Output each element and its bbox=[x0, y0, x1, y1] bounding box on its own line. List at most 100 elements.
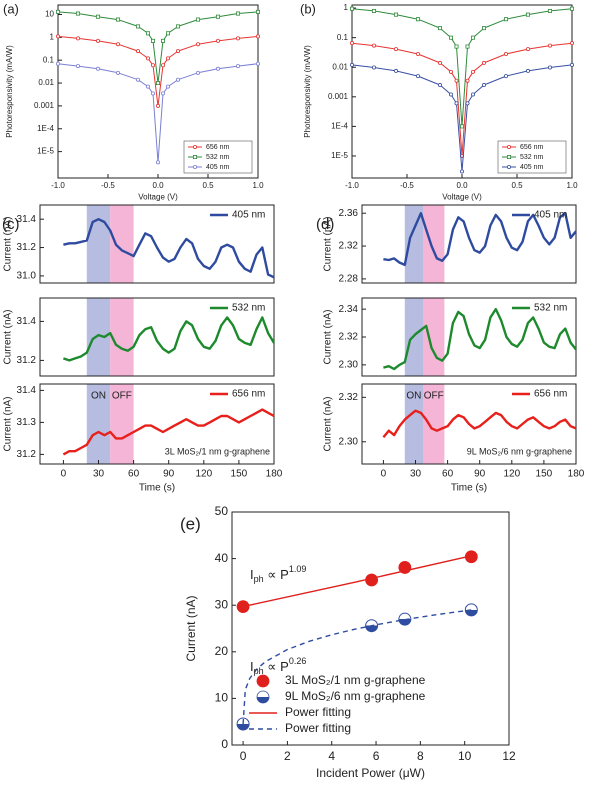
marker bbox=[548, 8, 553, 13]
marker bbox=[235, 11, 240, 16]
annotation: 3L MoS₂/1 nm g-graphene bbox=[165, 446, 270, 456]
series-line bbox=[242, 555, 472, 608]
x-axis-label: Time (s) bbox=[451, 483, 487, 494]
annotation-sub: ph bbox=[254, 666, 264, 676]
marker bbox=[437, 26, 442, 31]
marker bbox=[470, 92, 475, 97]
y-tick-label: 2.30 bbox=[339, 359, 359, 370]
y-axis-label: Current (nA) bbox=[323, 309, 334, 364]
marker bbox=[116, 17, 121, 22]
marker bbox=[526, 12, 531, 17]
legend-marker bbox=[506, 144, 511, 149]
marker bbox=[145, 31, 150, 36]
x-tick-label: 0 bbox=[61, 469, 67, 480]
marker bbox=[56, 9, 61, 14]
marker bbox=[503, 74, 508, 79]
marker bbox=[371, 43, 376, 48]
marker bbox=[448, 35, 453, 40]
panel-label: (a) bbox=[3, 1, 19, 16]
region-label: ON bbox=[406, 391, 421, 402]
legend-label: 656 nm bbox=[206, 144, 230, 151]
plot-frame bbox=[361, 204, 577, 284]
marker bbox=[215, 38, 220, 43]
annotation-sup: 0.26 bbox=[289, 656, 307, 666]
x-tick-label: 6 bbox=[373, 749, 380, 763]
marker bbox=[448, 69, 453, 74]
legend-label: Power fitting bbox=[285, 721, 351, 735]
marker bbox=[145, 84, 150, 89]
x-tick-label: 0 bbox=[381, 469, 387, 480]
marker bbox=[454, 101, 459, 106]
marker bbox=[465, 78, 470, 83]
marker bbox=[56, 34, 61, 39]
marker bbox=[165, 31, 170, 36]
shaded-region bbox=[86, 384, 111, 464]
marker bbox=[255, 9, 260, 14]
series-line bbox=[57, 35, 259, 107]
marker bbox=[548, 43, 553, 48]
x-tick-label: 180 bbox=[266, 469, 283, 480]
y-tick-label: 2.28 bbox=[339, 274, 359, 285]
y-tick-label: 1E-5 bbox=[331, 151, 348, 160]
marker bbox=[481, 60, 486, 65]
x-tick-label: 60 bbox=[128, 469, 140, 480]
marker bbox=[503, 52, 508, 57]
marker bbox=[255, 61, 260, 66]
marker bbox=[464, 603, 478, 617]
marker bbox=[448, 92, 453, 97]
y-axis-label: Photoresponsivity (mA/W) bbox=[303, 45, 312, 138]
annotation-sup: 1.09 bbox=[289, 564, 307, 574]
x-axis-label: Incident Power (μW) bbox=[316, 766, 425, 780]
x-tick-label: 4 bbox=[328, 749, 335, 763]
plot-frame bbox=[231, 511, 510, 746]
marker bbox=[150, 91, 155, 96]
x-tick-label: 1.0 bbox=[566, 181, 578, 190]
marker bbox=[155, 160, 160, 165]
x-tick-label: 0.0 bbox=[152, 181, 164, 190]
marker bbox=[116, 70, 121, 75]
x-tick-label: -1.0 bbox=[51, 181, 65, 190]
x-tick-label: 30 bbox=[93, 469, 105, 480]
annotation-part: I bbox=[250, 659, 254, 674]
annotation-part: I bbox=[250, 567, 254, 582]
y-tick-label: 1 bbox=[344, 3, 349, 12]
y-tick-label: 1E-4 bbox=[37, 124, 54, 133]
marker bbox=[235, 36, 240, 41]
legend-marker bbox=[256, 690, 270, 704]
y-tick-label: 10 bbox=[45, 10, 54, 19]
y-tick-label: 1 bbox=[50, 32, 55, 41]
marker bbox=[526, 47, 531, 52]
annotation: Iph ∝ P0.26 bbox=[250, 656, 306, 676]
legend-marker bbox=[506, 164, 511, 169]
x-tick-label: 0.5 bbox=[202, 181, 214, 190]
y-axis-label: Current (nA) bbox=[323, 396, 334, 451]
y-tick-label: 2.30 bbox=[339, 436, 359, 447]
marker bbox=[96, 38, 101, 43]
marker bbox=[415, 74, 420, 79]
marker bbox=[548, 65, 553, 70]
series-line bbox=[63, 218, 275, 279]
marker bbox=[349, 62, 354, 67]
marker bbox=[255, 34, 260, 39]
marker bbox=[145, 56, 150, 61]
x-tick-label: 120 bbox=[195, 469, 212, 480]
shaded-region bbox=[422, 205, 445, 283]
y-tick-label: 2.32 bbox=[339, 241, 359, 252]
shaded-region bbox=[422, 298, 445, 376]
series-line bbox=[351, 42, 573, 157]
annotation: 9L MoS₂/6 nm g-graphene bbox=[467, 446, 572, 456]
series-line bbox=[63, 316, 276, 362]
marker bbox=[526, 68, 531, 73]
panel-label: (b) bbox=[300, 1, 316, 16]
marker bbox=[465, 44, 470, 49]
legend-label: 9L MoS₂/6 nm g-graphene bbox=[285, 689, 426, 703]
marker bbox=[415, 17, 420, 22]
marker bbox=[150, 38, 155, 43]
x-tick-label: 0.5 bbox=[511, 181, 523, 190]
y-tick-label: 0.1 bbox=[337, 33, 349, 42]
marker bbox=[135, 24, 140, 29]
plot-frame bbox=[39, 204, 275, 284]
y-tick-label: 31.2 bbox=[17, 355, 37, 366]
marker bbox=[96, 66, 101, 71]
legend-label: 532 nm bbox=[232, 303, 265, 314]
